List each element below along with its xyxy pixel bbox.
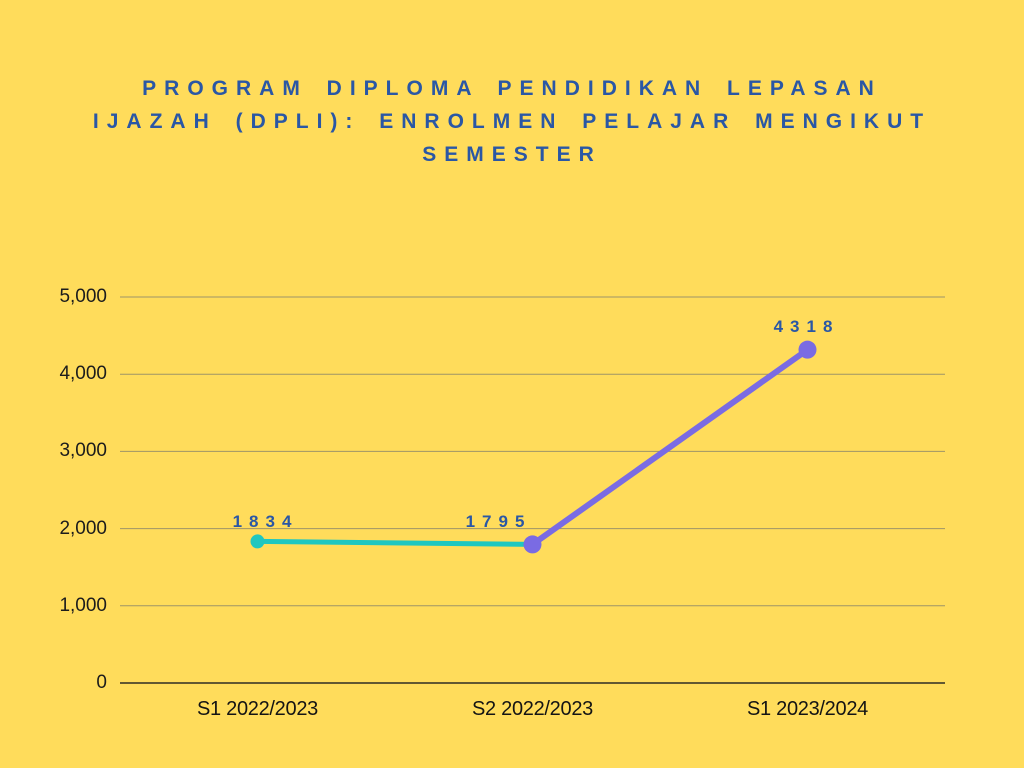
data-point-label: 1834 <box>232 512 299 532</box>
chart-title-line-1: PROGRAM DIPLOMA PENDIDIKAN LEPASAN <box>142 77 882 100</box>
y-tick-label: 0 <box>96 672 107 693</box>
x-axis-label: S2 2022/2023 <box>472 698 593 720</box>
data-point-label: 1795 <box>465 512 532 532</box>
y-tick-label: 4,000 <box>59 363 107 385</box>
y-tick-label: 5,000 <box>59 286 107 307</box>
data-point <box>798 340 817 359</box>
x-axis-label: S1 2023/2024 <box>747 698 868 720</box>
data-point <box>523 535 542 554</box>
line-segment <box>255 538 535 547</box>
chart-title-line-3: SEMESTER <box>422 143 602 166</box>
y-tick-label: 3,000 <box>59 440 107 462</box>
x-axis-label: S1 2022/2023 <box>197 698 318 720</box>
line-segment <box>529 346 811 548</box>
chart-title: PROGRAM DIPLOMA PENDIDIKAN LEPASAN IJAZA… <box>0 72 1024 171</box>
chart-title-line-2: IJAZAH (DPLI): ENROLMEN PELAJAR MENGIKUT <box>92 110 932 133</box>
y-tick-label: 2,000 <box>59 517 107 539</box>
data-point <box>250 534 265 549</box>
data-point-label: 4318 <box>773 316 840 336</box>
y-tick-label: 1,000 <box>59 594 107 616</box>
